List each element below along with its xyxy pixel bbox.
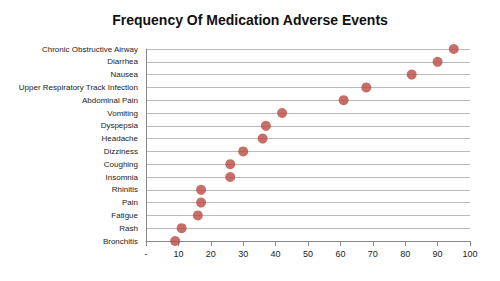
svg-text:Headache: Headache [102, 134, 139, 143]
svg-text:60: 60 [335, 249, 345, 259]
svg-text:50: 50 [303, 249, 313, 259]
svg-text:Abdominal Pain: Abdominal Pain [82, 96, 138, 105]
svg-text:Rhinitis: Rhinitis [112, 185, 138, 194]
svg-text:20: 20 [206, 249, 216, 259]
svg-text:Rash: Rash [119, 224, 138, 233]
svg-text:Bronchitis: Bronchitis [103, 237, 138, 246]
svg-text:-: - [145, 249, 148, 259]
svg-text:Chronic Obstructive Airway: Chronic Obstructive Airway [42, 45, 138, 54]
svg-text:40: 40 [271, 249, 281, 259]
svg-text:Dizziness: Dizziness [104, 147, 138, 156]
svg-text:Frequency Of Medication Advers: Frequency Of Medication Adverse Events [112, 12, 388, 28]
svg-text:Pain: Pain [122, 198, 138, 207]
svg-text:Diarrhea: Diarrhea [107, 57, 138, 66]
svg-text:90: 90 [433, 249, 443, 259]
svg-text:Insomnia: Insomnia [106, 173, 139, 182]
svg-text:Dyspepsia: Dyspepsia [101, 121, 139, 130]
svg-text:Fatigue: Fatigue [111, 211, 138, 220]
svg-text:Upper Respiratory Track Infect: Upper Respiratory Track Infection [19, 83, 138, 92]
svg-text:Coughing: Coughing [104, 160, 138, 169]
svg-text:80: 80 [400, 249, 410, 259]
svg-text:70: 70 [368, 249, 378, 259]
svg-text:30: 30 [238, 249, 248, 259]
svg-text:Nausea: Nausea [110, 70, 138, 79]
svg-text:Vomiting: Vomiting [107, 109, 138, 118]
svg-text:10: 10 [173, 249, 183, 259]
svg-text:100: 100 [462, 249, 477, 259]
